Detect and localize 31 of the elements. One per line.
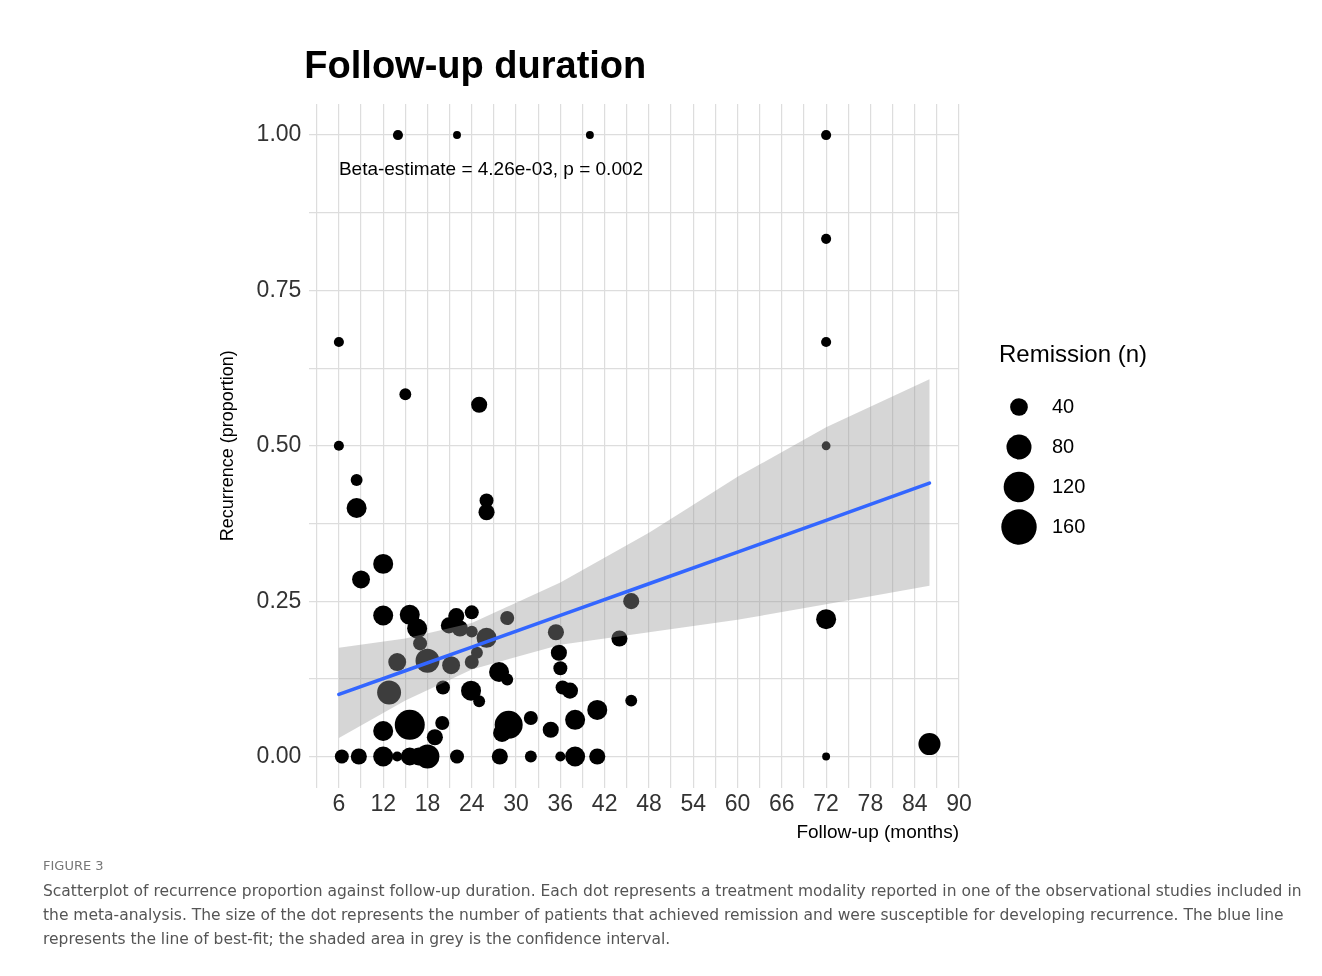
legend-label: 80 <box>1052 434 1075 457</box>
x-tick-label: 78 <box>857 789 884 816</box>
chart-title: Follow-up duration <box>304 44 647 86</box>
y-axis-title: Recurrence (proportion) <box>216 350 237 542</box>
x-tick-label: 66 <box>769 789 795 816</box>
x-tick-label: 12 <box>370 789 396 816</box>
x-tick-label: 90 <box>946 789 972 816</box>
legend-label: 40 <box>1052 394 1075 417</box>
x-tick-label: 60 <box>724 789 751 816</box>
x-tick-label: 42 <box>591 789 618 816</box>
x-tick-label: 24 <box>458 789 485 816</box>
x-tick-label: 72 <box>813 789 839 816</box>
y-tick-label: 0.50 <box>256 431 302 458</box>
legend-label: 120 <box>1052 474 1086 497</box>
legend-label: 160 <box>1052 514 1086 537</box>
x-tick-label: 18 <box>414 789 441 816</box>
x-tick-label: 84 <box>901 789 928 816</box>
y-tick-label: 0.75 <box>256 275 302 302</box>
x-tick-label: 48 <box>636 789 662 816</box>
x-tick-label: 6 <box>332 789 346 816</box>
x-tick-label: 30 <box>503 789 529 816</box>
text: Scatterplot of recurrence proportion against follow-up duration. Each dot represents a treatment modality reported in one of the observational studies included in the meta-analysis. The size of the dot represents the number of patients that achieved remission and were susceptible for developing recurrence. The blue line represents the line of best-fit; the shaded area in grey is the confidence interval. <box>43 881 1303 950</box>
caption: FIGURE 3 <box>43 858 105 873</box>
y-tick-label: 0.00 <box>256 741 302 768</box>
legend-title: Remission (n) <box>999 340 1148 367</box>
x-tick-label: 54 <box>680 789 707 816</box>
x-tick-label: 36 <box>547 789 574 816</box>
y-tick-label: 0.25 <box>256 586 302 613</box>
annotation: Beta-estimate = 4.26e-03, p = 0.002 <box>338 158 644 180</box>
y-tick-label: 1.00 <box>256 120 302 147</box>
x-axis-title: Follow-up (months) <box>796 820 959 842</box>
